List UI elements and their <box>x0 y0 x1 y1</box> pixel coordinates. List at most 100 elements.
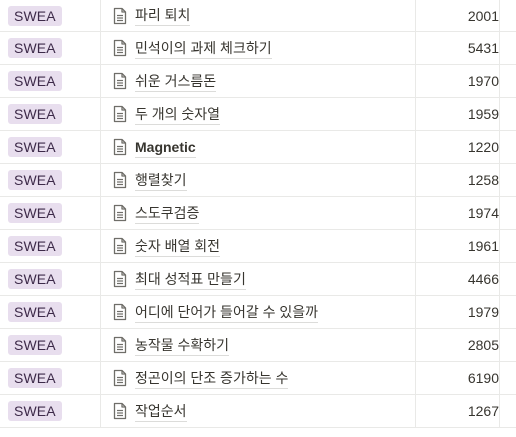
platform-badge: SWEA <box>8 170 62 190</box>
problem-number-cell[interactable]: 2001 <box>416 0 500 31</box>
title-cell[interactable]: 쉬운 거스름돈 <box>101 65 416 97</box>
title-cell[interactable]: 정곤이의 단조 증가하는 수 <box>101 362 416 394</box>
table-row[interactable]: SWEA Magnetic 1220 <box>0 131 516 164</box>
platform-cell[interactable]: SWEA <box>0 197 101 229</box>
table-row[interactable]: SWEA 농작물 수확하기 2805 <box>0 329 516 362</box>
platform-cell[interactable]: SWEA <box>0 98 101 130</box>
page-icon <box>113 171 127 189</box>
page-title-link[interactable]: 어디에 단어가 들어갈 수 있을까 <box>135 302 318 323</box>
page-title-link[interactable]: 두 개의 숫자열 <box>135 104 221 125</box>
problem-number: 2805 <box>467 337 499 353</box>
problem-number: 1258 <box>467 172 499 188</box>
table-row[interactable]: SWEA 어디에 단어가 들어갈 수 있을까 1979 <box>0 296 516 329</box>
page-title-link[interactable]: 작업순서 <box>135 401 187 422</box>
page-title-link[interactable]: 정곤이의 단조 증가하는 수 <box>135 368 289 389</box>
platform-cell[interactable]: SWEA <box>0 362 101 394</box>
table-row[interactable]: SWEA 파리 퇴치 2001 <box>0 0 516 32</box>
page-title-link[interactable]: 민석이의 과제 체크하기 <box>135 38 272 59</box>
platform-badge: SWEA <box>8 203 62 223</box>
title-cell[interactable]: 파리 퇴치 <box>101 0 416 31</box>
table-row[interactable]: SWEA 정곤이의 단조 증가하는 수 6190 <box>0 362 516 395</box>
title-cell[interactable]: 두 개의 숫자열 <box>101 98 416 130</box>
page-icon <box>113 303 127 321</box>
page-title-link[interactable]: 스도쿠검증 <box>135 203 200 224</box>
title-cell[interactable]: 행렬찾기 <box>101 164 416 196</box>
problem-number-cell[interactable]: 5431 <box>416 32 500 64</box>
title-cell[interactable]: 스도쿠검증 <box>101 197 416 229</box>
page-icon <box>113 138 127 156</box>
page-icon <box>113 204 127 222</box>
title-cell[interactable]: 어디에 단어가 들어갈 수 있을까 <box>101 296 416 328</box>
problem-number: 1959 <box>467 106 499 122</box>
platform-badge: SWEA <box>8 269 62 289</box>
title-cell[interactable]: 작업순서 <box>101 395 416 427</box>
page-title-link[interactable]: Magnetic <box>135 137 196 158</box>
problem-number: 1979 <box>467 304 499 320</box>
problem-number-cell[interactable]: 1970 <box>416 65 500 97</box>
problem-number-cell[interactable]: 4466 <box>416 263 500 295</box>
problem-number: 1961 <box>467 238 499 254</box>
platform-cell[interactable]: SWEA <box>0 230 101 262</box>
platform-cell[interactable]: SWEA <box>0 131 101 163</box>
problem-number: 1267 <box>467 403 499 419</box>
problem-number-cell[interactable]: 1258 <box>416 164 500 196</box>
platform-cell[interactable]: SWEA <box>0 296 101 328</box>
problem-number-cell[interactable]: 1220 <box>416 131 500 163</box>
title-cell[interactable]: 최대 성적표 만들기 <box>101 263 416 295</box>
platform-badge: SWEA <box>8 71 62 91</box>
page-icon <box>113 270 127 288</box>
problem-number-cell[interactable]: 1961 <box>416 230 500 262</box>
platform-badge: SWEA <box>8 335 62 355</box>
title-cell[interactable]: Magnetic <box>101 131 416 163</box>
title-cell[interactable]: 농작물 수확하기 <box>101 329 416 361</box>
page-title-link[interactable]: 쉬운 거스름돈 <box>135 71 217 92</box>
platform-cell[interactable]: SWEA <box>0 395 101 427</box>
title-cell[interactable]: 민석이의 과제 체크하기 <box>101 32 416 64</box>
platform-cell[interactable]: SWEA <box>0 0 101 31</box>
platform-badge: SWEA <box>8 104 62 124</box>
problem-number: 1974 <box>467 205 499 221</box>
page-icon <box>113 402 127 420</box>
table-body: SWEA 파리 퇴치 2001 SWEA <box>0 0 516 428</box>
platform-cell[interactable]: SWEA <box>0 263 101 295</box>
problem-number: 6190 <box>467 370 499 386</box>
page-title-link[interactable]: 농작물 수확하기 <box>135 335 230 356</box>
problem-number: 4466 <box>467 271 499 287</box>
page-icon <box>113 237 127 255</box>
problem-number-cell[interactable]: 6190 <box>416 362 500 394</box>
platform-badge: SWEA <box>8 236 62 256</box>
table-row[interactable]: SWEA 두 개의 숫자열 1959 <box>0 98 516 131</box>
problem-number: 5431 <box>467 40 499 56</box>
platform-cell[interactable]: SWEA <box>0 65 101 97</box>
problem-number-cell[interactable]: 1267 <box>416 395 500 427</box>
table-row[interactable]: SWEA 민석이의 과제 체크하기 5431 <box>0 32 516 65</box>
table-row[interactable]: SWEA 스도쿠검증 1974 <box>0 197 516 230</box>
problem-number-cell[interactable]: 1979 <box>416 296 500 328</box>
platform-cell[interactable]: SWEA <box>0 329 101 361</box>
platform-badge: SWEA <box>8 302 62 322</box>
problem-number: 2001 <box>467 7 499 24</box>
table-row[interactable]: SWEA 행렬찾기 1258 <box>0 164 516 197</box>
platform-badge: SWEA <box>8 5 62 26</box>
table-row[interactable]: SWEA 최대 성적표 만들기 4466 <box>0 263 516 296</box>
problem-number: 1220 <box>467 139 499 155</box>
page-icon <box>113 105 127 123</box>
page-title-link[interactable]: 숫자 배열 회전 <box>135 236 221 257</box>
problem-number-cell[interactable]: 2805 <box>416 329 500 361</box>
problem-number-cell[interactable]: 1974 <box>416 197 500 229</box>
platform-badge: SWEA <box>8 368 62 388</box>
title-cell[interactable]: 숫자 배열 회전 <box>101 230 416 262</box>
platform-cell[interactable]: SWEA <box>0 32 101 64</box>
page-icon <box>113 72 127 90</box>
page-title-link[interactable]: 행렬찾기 <box>135 170 187 191</box>
problem-number-cell[interactable]: 1959 <box>416 98 500 130</box>
page-title-link[interactable]: 파리 퇴치 <box>135 5 191 26</box>
platform-badge: SWEA <box>8 401 62 421</box>
table-row[interactable]: SWEA 작업순서 1267 <box>0 395 516 428</box>
page-icon <box>113 336 127 354</box>
platform-cell[interactable]: SWEA <box>0 164 101 196</box>
page-title-link[interactable]: 최대 성적표 만들기 <box>135 269 246 290</box>
table-row[interactable]: SWEA 쉬운 거스름돈 1970 <box>0 65 516 98</box>
table-row[interactable]: SWEA 숫자 배열 회전 1961 <box>0 230 516 263</box>
